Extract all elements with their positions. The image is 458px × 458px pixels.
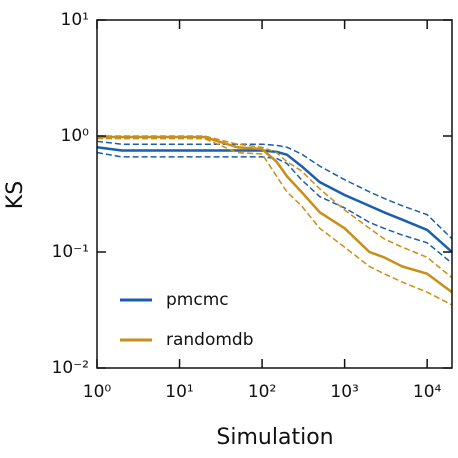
series-bound bbox=[96, 151, 453, 264]
x-tick-label: 10¹ bbox=[165, 382, 193, 402]
x-tick-label: 10³ bbox=[330, 382, 358, 402]
legend-label: pmcmc bbox=[166, 290, 229, 310]
y-tick-label: 10⁻² bbox=[52, 358, 89, 378]
x-tick-label: 10⁴ bbox=[413, 382, 442, 402]
series-bound bbox=[96, 140, 453, 240]
series-bound bbox=[97, 137, 453, 306]
series-line bbox=[96, 146, 453, 253]
series-bound bbox=[97, 135, 453, 279]
y-tick-label: 10¹ bbox=[61, 10, 89, 30]
y-tick-label: 10⁰ bbox=[61, 126, 90, 146]
x-tick-label: 10² bbox=[248, 382, 276, 402]
series-line bbox=[97, 135, 453, 294]
x-tick-label: 10⁰ bbox=[83, 382, 112, 402]
y-axis-title: KS bbox=[3, 181, 28, 209]
legend-label: randomdb bbox=[166, 330, 254, 350]
y-tick-label: 10⁻¹ bbox=[52, 242, 89, 262]
plot-frame bbox=[96, 19, 453, 369]
x-axis-title: Simulation bbox=[216, 425, 333, 450]
